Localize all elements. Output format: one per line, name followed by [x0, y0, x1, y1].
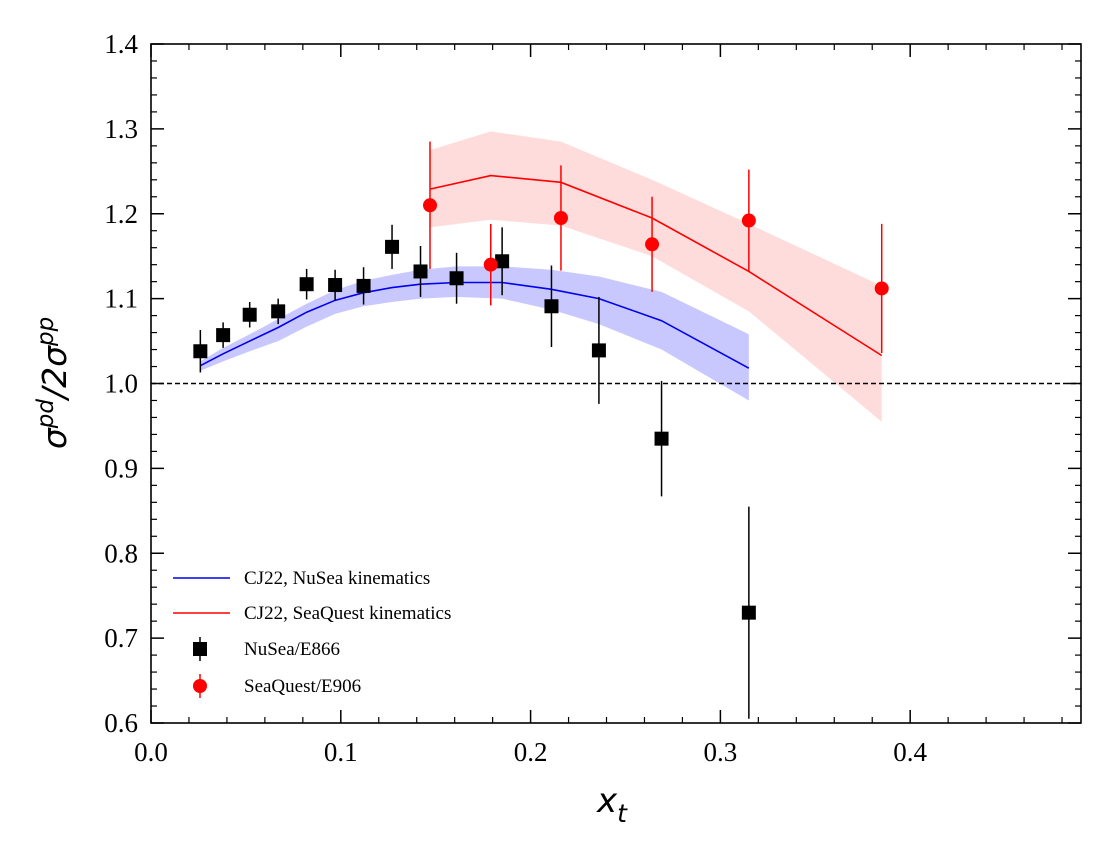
legend-label: CJ22, SeaQuest kinematics	[244, 603, 451, 624]
data-point-circle-3	[645, 196, 660, 292]
legend-square-swatch	[193, 642, 207, 656]
data-point-circle-2	[553, 165, 568, 271]
square-marker	[449, 271, 464, 286]
circle-marker	[553, 210, 568, 225]
square-marker	[271, 304, 286, 319]
data-point-square-14	[741, 506, 756, 719]
y-tick-label: 1.0	[104, 369, 138, 399]
legend-label: SeaQuest/E906	[244, 676, 361, 697]
legend-label: CJ22, NuSea kinematics	[244, 568, 430, 589]
square-marker	[413, 264, 428, 279]
x-tick-label: 0.2	[514, 737, 548, 767]
square-marker	[242, 307, 257, 322]
x-tick-label: 0.4	[893, 737, 927, 767]
data-point-square-9	[449, 252, 464, 304]
x-tick-label: 0.0	[134, 737, 168, 767]
x-axis-label-main: x	[596, 781, 618, 821]
legend-entry-0: CJ22, NuSea kinematics	[173, 568, 430, 589]
x-axis-label: xt	[596, 781, 628, 828]
axis-tick-labels: 0.0 0.1 0.2 0.3 0.4 0.6 0.7 0.8 0.9 1.0 1.1 1.2 1.3 1…	[104, 29, 927, 767]
square-marker	[654, 431, 669, 446]
y-axis-label-sup-pp: pp	[33, 317, 59, 347]
data-point-square-2	[242, 302, 257, 328]
x-axis-label-subscript: t	[617, 799, 628, 828]
y-tick-label: 0.9	[104, 453, 138, 483]
square-marker	[356, 278, 371, 293]
y-tick-label: 0.6	[104, 708, 138, 738]
y-axis-label-mid: /2σ	[35, 345, 74, 402]
data-points	[193, 141, 889, 719]
legend-entry-2: NuSea/E866	[193, 637, 340, 661]
circle-marker	[423, 198, 437, 213]
square-marker	[591, 343, 606, 358]
line-series-1	[429, 174, 883, 357]
theory-curves	[199, 174, 883, 369]
axis-ticks	[150, 43, 1081, 724]
y-axis-label: σpd/2σpp	[33, 317, 74, 449]
data-point-square-1	[216, 322, 231, 348]
square-marker	[299, 277, 314, 292]
x-tick-label: 0.3	[704, 737, 738, 767]
data-point-square-8	[413, 246, 428, 297]
circle-marker	[645, 237, 660, 252]
legend-entry-3: SeaQuest/E906	[193, 674, 361, 698]
y-tick-label: 1.2	[104, 199, 138, 229]
legend-label: NuSea/E866	[244, 639, 340, 660]
x-tick-label: 0.1	[324, 737, 358, 767]
data-point-square-5	[328, 269, 343, 301]
band-series-1	[430, 131, 882, 422]
data-point-square-7	[385, 224, 400, 269]
y-tick-label: 0.7	[104, 623, 138, 653]
data-point-circle-4	[741, 169, 756, 272]
square-marker	[495, 254, 510, 269]
square-marker	[544, 299, 559, 314]
data-point-circle-0	[423, 141, 437, 269]
data-point-square-11	[544, 265, 559, 348]
data-point-circle-5	[874, 223, 889, 353]
square-marker	[385, 239, 400, 254]
y-axis-label-sigma: σ	[35, 427, 74, 449]
line-series-0	[199, 281, 750, 369]
square-marker	[193, 344, 208, 359]
circle-marker	[741, 213, 756, 228]
data-point-circle-1	[483, 223, 498, 306]
legend-circle-swatch	[193, 679, 207, 693]
uncertainty-bands	[200, 131, 882, 422]
data-point-square-13	[654, 380, 669, 497]
data-point-square-10	[495, 227, 510, 296]
legend: CJ22, NuSea kinematics CJ22, SeaQuest kin…	[173, 568, 451, 698]
y-tick-label: 1.4	[104, 29, 138, 59]
y-axis-label-sup-pd: pd	[33, 399, 59, 430]
data-point-square-4	[299, 268, 314, 300]
y-tick-label: 1.3	[104, 114, 138, 144]
data-point-square-6	[356, 267, 371, 305]
legend-entry-1: CJ22, SeaQuest kinematics	[173, 603, 451, 624]
y-tick-label: 0.8	[104, 538, 138, 568]
y-tick-label: 1.1	[104, 284, 138, 314]
circle-marker	[874, 281, 889, 296]
square-marker	[741, 605, 756, 620]
band-series-0	[200, 266, 749, 401]
square-marker	[216, 328, 231, 343]
data-point-square-0	[193, 330, 208, 373]
square-marker	[328, 278, 343, 293]
data-point-square-3	[271, 298, 286, 325]
data-point-square-12	[591, 296, 606, 404]
circle-marker	[483, 257, 498, 272]
